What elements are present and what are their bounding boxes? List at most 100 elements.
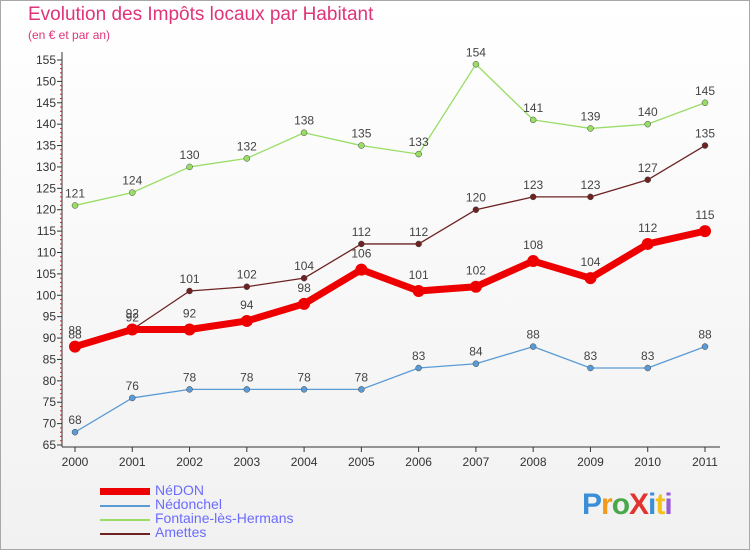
data-point [584,272,597,285]
legend-swatch-fontaine [100,519,150,521]
data-point [644,364,651,372]
y-tick-label: 75 [43,395,57,409]
data-label: 132 [237,139,257,153]
data-label: 145 [695,84,715,98]
data-point [358,142,365,149]
y-tick-label: 100 [36,288,56,302]
legend-swatch-nedon [100,488,150,495]
series-line-Nédonchel [74,345,706,433]
x-tick-label: 2009 [577,455,604,469]
data-label: 78 [183,370,197,384]
data-point [186,163,193,171]
data-label: 94 [240,298,254,312]
data-label: 112 [638,221,657,235]
legend-item-fontaine[interactable]: Fontaine-lès-Hermans [100,510,360,526]
legend-label: Fontaine-lès-Hermans [155,510,294,526]
data-label: 112 [352,225,371,239]
data-point [300,129,308,136]
series-line-Fontaine-lès-Hermans [74,63,706,207]
legend-label: Nédonchel [155,496,222,512]
data-label: 83 [641,349,655,363]
data-label: 101 [409,268,429,282]
data-label: 88 [68,324,82,338]
data-point [300,386,308,393]
data-label: 112 [409,225,428,239]
x-tick-label: 2005 [348,455,375,469]
legend-item-amettes[interactable]: Amettes [100,524,360,540]
data-point [300,274,308,282]
data-point [358,240,365,248]
data-point [472,61,480,68]
y-tick-label: 85 [43,352,57,366]
y-tick-label: 155 [36,53,56,67]
y-tick-label: 145 [36,96,56,110]
data-label: 127 [638,161,658,175]
data-label: 135 [695,127,715,141]
series-line-NéDON [71,227,709,351]
data-point [701,142,709,149]
data-label: 102 [466,264,486,278]
data-label: 68 [68,413,82,427]
data-label: 108 [523,238,543,252]
y-tick-label: 150 [36,74,56,88]
data-point [71,428,79,436]
data-label: 88 [527,328,541,342]
y-tick-label: 105 [36,267,56,281]
data-point [701,99,709,107]
legend: NéDON Nédonchel Fontaine-lès-Hermans Ame… [100,482,360,540]
data-label: 84 [469,345,483,359]
data-label: 130 [180,148,200,162]
data-label: 138 [294,114,314,128]
data-label: 133 [409,135,429,149]
data-label: 102 [237,268,257,282]
y-tick-label: 120 [36,203,56,217]
x-tick-label: 2011 [692,455,718,469]
data-point [587,193,594,201]
data-point [243,386,251,393]
legend-label: NéDON [155,482,205,498]
data-label: 141 [523,101,543,115]
data-point [186,386,193,393]
y-tick-label: 125 [36,181,56,195]
y-tick-label: 110 [37,246,56,260]
data-point [243,155,251,162]
data-label: 78 [355,370,369,384]
data-point [529,193,537,201]
data-label: 83 [412,349,426,363]
x-tick-label: 2000 [62,455,89,469]
brand-logo: ProXiti [582,488,673,521]
data-label: 101 [180,272,200,286]
data-point [587,364,594,372]
data-point [69,340,81,353]
data-label: 78 [297,370,311,384]
data-label: 154 [466,45,486,59]
legend-swatch-amettes [100,533,150,535]
y-tick-label: 135 [36,139,56,153]
y-tick-label: 95 [43,310,57,324]
data-label: 92 [183,307,197,321]
data-label: 140 [638,105,658,119]
x-tick-label: 2002 [176,455,203,469]
x-tick-label: 2010 [634,455,661,469]
data-label: 120 [466,191,486,205]
data-point [126,323,139,336]
y-tick-label: 80 [43,374,57,388]
x-tick-label: 2003 [233,455,260,469]
legend-item-nedon[interactable]: NéDON [100,482,360,498]
data-point [529,116,537,124]
y-tick-label: 65 [43,438,57,452]
x-tick-label: 2006 [405,455,432,469]
data-point [701,343,709,350]
data-label: 123 [580,178,600,192]
y-tick-label: 140 [36,117,56,131]
y-tick-label: 70 [43,417,57,431]
legend-item-nedonchel[interactable]: Nédonchel [100,496,360,512]
data-label: 83 [584,349,598,363]
data-point [587,125,594,132]
x-tick-label: 2007 [463,455,490,469]
x-tick-label: 2008 [520,455,547,469]
data-label: 104 [580,255,600,269]
data-label: 88 [68,328,82,342]
data-point [243,283,251,290]
